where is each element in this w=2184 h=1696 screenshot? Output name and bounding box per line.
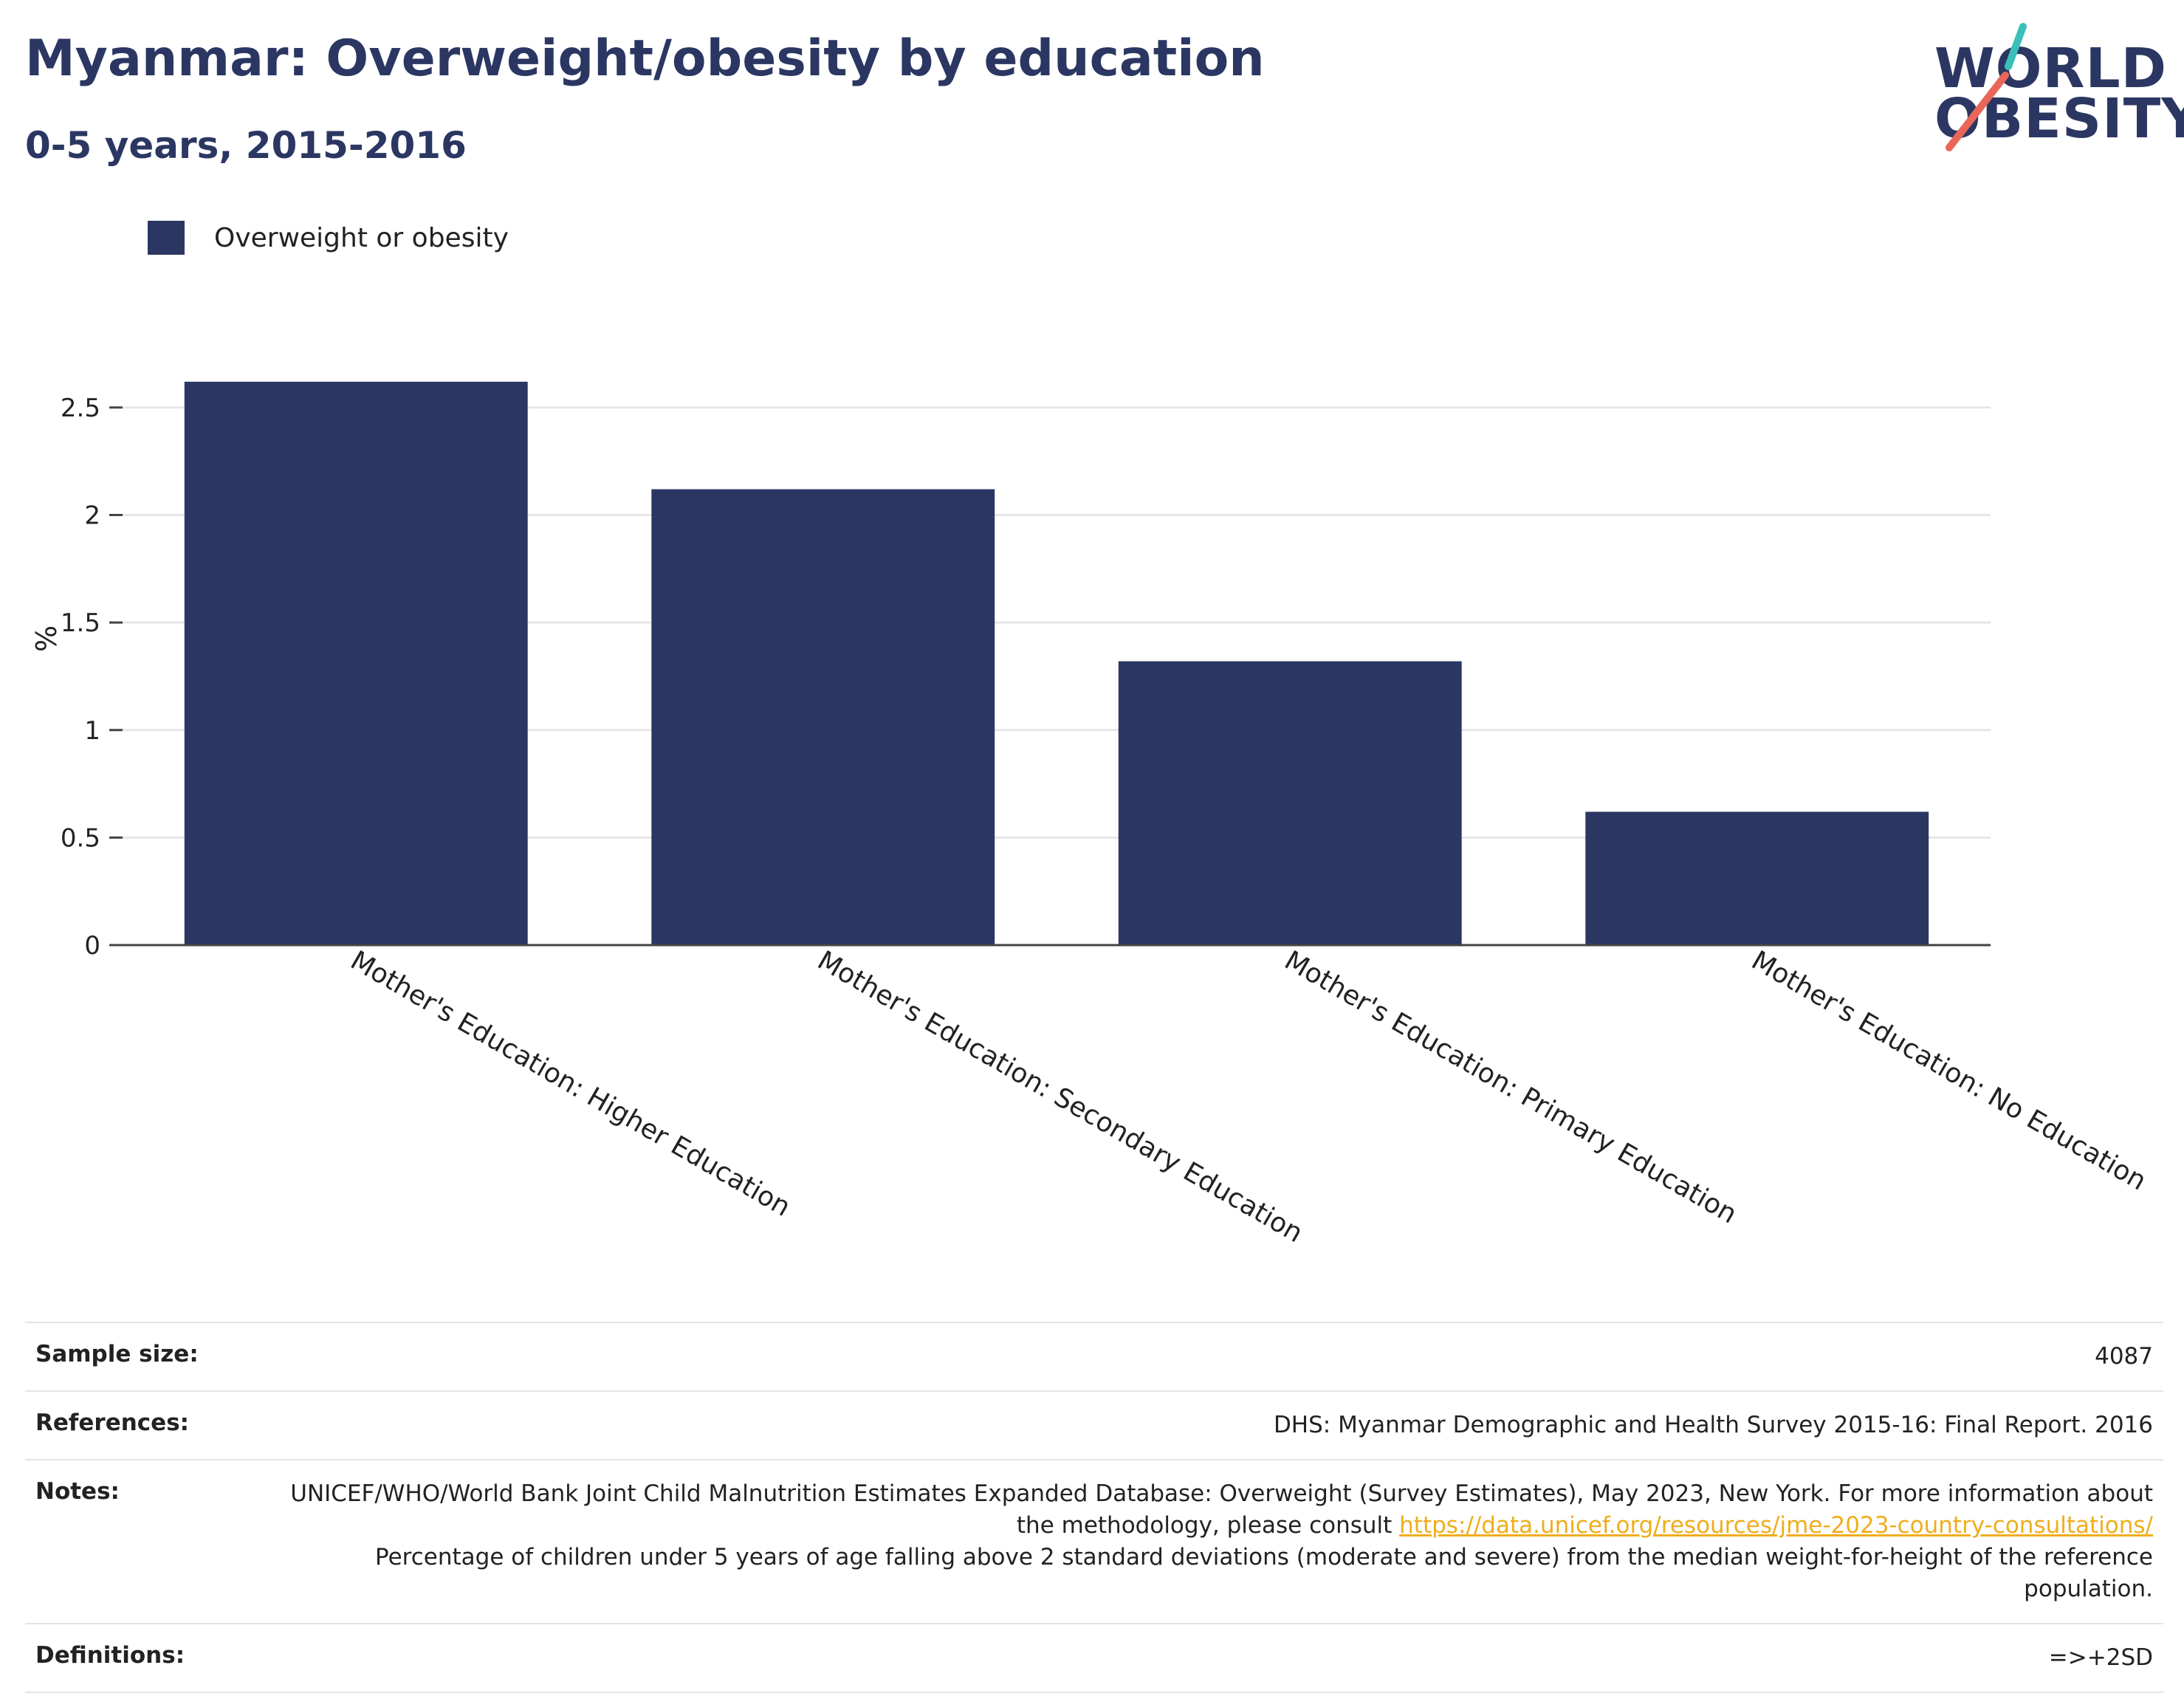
chart-legend: Overweight or obesity <box>148 219 509 257</box>
x-tick-label: Mother's Education: Secondary Education <box>812 945 1308 1249</box>
notes-text-2: Percentage of children under 5 years of … <box>375 1544 2153 1602</box>
legend-swatch <box>148 221 185 255</box>
chart-subtitle: 0-5 years, 2015-2016 <box>25 124 467 167</box>
logo-slash-icon <box>1946 23 2027 151</box>
definitions-row: Definitions: =>+2SD <box>25 1623 2163 1693</box>
sample-size-value: 4087 <box>257 1322 2163 1391</box>
definitions-value: =>+2SD <box>257 1623 2163 1693</box>
y-tick-label: 0 <box>84 931 100 961</box>
definitions-label: Definitions: <box>25 1623 257 1693</box>
x-tick-label: Mother's Education: No Education <box>1746 945 2151 1196</box>
y-tick-label: 2 <box>84 501 100 531</box>
info-table: Sample size: 4087 References: DHS: Myanm… <box>25 1322 2163 1693</box>
references-label: References: <box>25 1390 257 1460</box>
notes-label: Notes: <box>25 1459 257 1624</box>
references-row: References: DHS: Myanmar Demographic and… <box>25 1390 2163 1460</box>
world-obesity-logo: WORLD OBESITY <box>1920 22 2184 155</box>
sample-size-row: Sample size: 4087 <box>25 1322 2163 1391</box>
notes-value: UNICEF/WHO/World Bank Joint Child Malnut… <box>257 1459 2163 1624</box>
y-axis-title: % <box>30 625 63 652</box>
chart-title: Myanmar: Overweight/obesity by education <box>25 30 1265 88</box>
x-tick-label: Mother's Education: Primary Education <box>1280 945 1742 1229</box>
notes-row: Notes: UNICEF/WHO/World Bank Joint Child… <box>25 1459 2163 1624</box>
y-tick-label: 0.5 <box>61 823 100 853</box>
sample-size-label: Sample size: <box>25 1322 257 1391</box>
references-value: DHS: Myanmar Demographic and Health Surv… <box>257 1390 2163 1460</box>
x-tick-label: Mother's Education: Higher Education <box>346 945 796 1223</box>
bar <box>184 381 528 945</box>
bar <box>1118 661 1462 945</box>
bar <box>651 489 995 945</box>
notes-text-1: UNICEF/WHO/World Bank Joint Child Malnut… <box>290 1480 2153 1539</box>
y-tick-label: 1.5 <box>61 608 100 638</box>
legend-label: Overweight or obesity <box>214 222 509 253</box>
y-tick-label: 2.5 <box>61 394 100 423</box>
logo-line-1: WORLD <box>1934 37 2168 100</box>
bar-chart: 0 0.5 1 1.5 2 2.5% Mother's Education: Higher … <box>30 381 2152 1249</box>
y-tick-label: 1 <box>84 716 100 746</box>
notes-link[interactable]: https://data.unicef.org/resources/jme-20… <box>1399 1512 2153 1539</box>
bar <box>1585 811 1929 945</box>
